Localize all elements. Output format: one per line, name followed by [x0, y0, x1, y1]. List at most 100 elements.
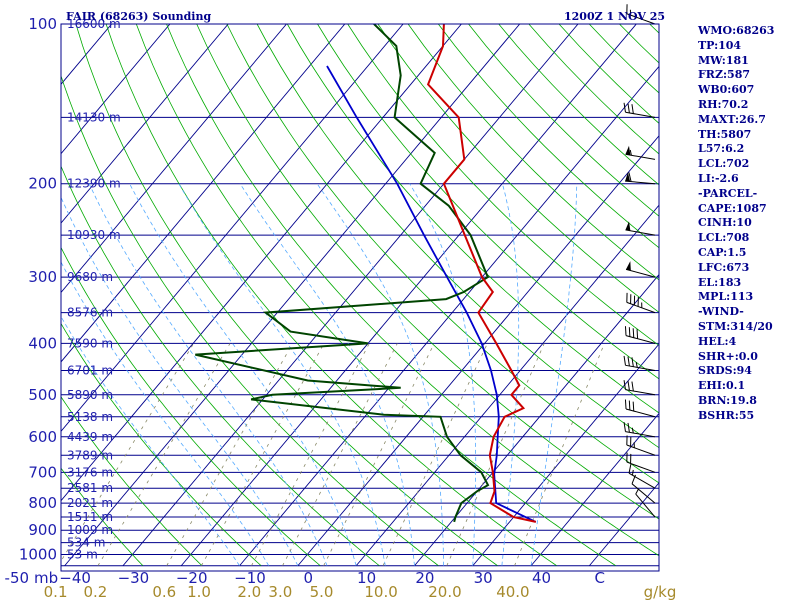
wind-barb-pennant — [625, 145, 631, 156]
dry-adiabat — [166, 24, 659, 557]
moist-adiabat — [409, 183, 477, 566]
mixing-ratio-line — [282, 343, 398, 566]
temperature-trace — [426, 24, 537, 523]
wind-barb-flag — [623, 380, 626, 390]
wind-barb-staff — [626, 461, 656, 473]
pressure-tick-label: 700 — [28, 463, 57, 481]
stat-item: -PARCEL- — [698, 186, 758, 200]
temperature-tick-label: −30 — [118, 569, 150, 587]
stat-item: LI:-2.6 — [698, 171, 739, 185]
wind-barb-staff — [625, 111, 656, 118]
dry-adiabat — [105, 24, 557, 567]
isotherm-line — [61, 24, 462, 502]
diagram-grid — [61, 24, 659, 567]
pressure-tick-label: 400 — [28, 334, 57, 352]
wind-barb-staff — [626, 444, 656, 456]
wind-barb-staff — [626, 301, 656, 314]
chart-time: 1200Z 1 NOV 25 — [564, 10, 665, 23]
mixing-ratio-line — [61, 343, 195, 562]
wind-barb — [628, 463, 656, 489]
wind-barb-flag — [623, 422, 626, 432]
mixing-ratio-label: 0.6 — [152, 583, 176, 600]
moist-adiabat — [61, 261, 270, 566]
isotherm-line — [122, 24, 579, 567]
height-label: 9680 m — [67, 270, 113, 284]
mixing-ratio-label: 2.0 — [237, 583, 261, 600]
wind-barb — [626, 292, 656, 314]
sounding-traces — [195, 24, 537, 523]
wind-barb — [623, 422, 656, 438]
stat-item: CINH:10 — [698, 216, 752, 230]
dry-adiabat — [61, 165, 380, 567]
wind-barb-staff — [625, 431, 656, 438]
wind-barb-flag — [631, 104, 634, 114]
wind-barb-flag — [631, 381, 634, 392]
moist-adiabat — [316, 183, 445, 566]
temperature-tick-label: -50 — [5, 569, 30, 587]
stat-item: L57:6.2 — [698, 142, 745, 156]
wind-barb-staff — [625, 180, 656, 185]
temperature-tick-label: −20 — [176, 569, 208, 587]
wind-barb-half-flag — [635, 489, 639, 495]
pressure-tick-label: 100 — [28, 15, 57, 33]
dry-adiabat — [407, 24, 659, 281]
height-label: 2581 m — [67, 481, 113, 495]
parcel-trace — [326, 65, 537, 523]
mixing-ratio-label: 1.0 — [187, 583, 211, 600]
height-label: 6701 m — [67, 364, 113, 378]
stat-item: LCL:708 — [698, 231, 750, 245]
dry-adiabat — [437, 24, 659, 249]
wind-barb-flag — [624, 326, 627, 336]
stat-item: BRN:19.8 — [698, 393, 757, 407]
mixing-ratio-line — [97, 343, 231, 566]
height-label: 10930 m — [67, 228, 121, 242]
stat-item: LCL:702 — [698, 157, 750, 171]
stat-item: MW:181 — [698, 53, 749, 67]
moist-adiabat — [501, 183, 520, 566]
wind-barb — [625, 145, 656, 160]
height-label: 8576 m — [67, 306, 113, 320]
stat-item: CAPE:1087 — [698, 201, 767, 215]
height-label: 2021 m — [67, 496, 113, 510]
temperature-tick-label: −10 — [234, 569, 266, 587]
wind-barb-flag — [627, 422, 630, 433]
wind-barb-flag — [628, 172, 632, 182]
stat-item: HEL:4 — [698, 334, 737, 348]
height-label: 3789 m — [67, 448, 113, 462]
mixing-ratio-line — [166, 343, 293, 566]
mixing-ratio-label: 3.0 — [268, 583, 292, 600]
pressure-tick-label: 900 — [28, 521, 57, 539]
temperature-tick-label: −40 — [59, 569, 91, 587]
stat-item: CAP:1.5 — [698, 245, 747, 259]
isotherm-line — [414, 273, 659, 567]
wind-barb — [626, 4, 656, 25]
temperature-tick-label: 30 — [474, 569, 493, 587]
wind-barb-flag — [627, 380, 630, 391]
wind-barb — [623, 102, 656, 118]
wind-barb-half-flag — [631, 427, 634, 434]
mixing-ratio-label: 10.0 — [364, 583, 397, 600]
wind-barb-flag — [632, 328, 635, 338]
wind-barb-staff — [625, 335, 656, 344]
wind-barb-flag — [628, 463, 632, 474]
wind-barb-staff — [625, 408, 656, 418]
pressure-tick-label: 300 — [28, 268, 57, 286]
isotherm-line — [530, 412, 659, 567]
wind-barb-half-flag — [635, 362, 638, 368]
height-label: 4439 m — [67, 430, 113, 444]
wind-barb-flag — [627, 356, 630, 367]
height-label: 5890 m — [67, 388, 113, 402]
height-label: 14130 m — [67, 110, 121, 124]
wind-barb-flag — [623, 355, 626, 366]
pressure-tick-label: 600 — [28, 428, 57, 446]
pressure-unit-label: mb — [34, 569, 58, 587]
height-label: 3176 m — [67, 465, 113, 479]
wind-barb-staff — [625, 364, 656, 372]
wind-barb-flag — [632, 401, 635, 412]
stat-item: SRDS:94 — [698, 364, 752, 378]
stat-item: EL:183 — [698, 275, 742, 289]
dry-adiabat — [135, 24, 617, 567]
wind-barb-staff — [628, 472, 656, 489]
isotherm-line — [61, 24, 229, 224]
mixing-ratio-line — [446, 343, 545, 566]
